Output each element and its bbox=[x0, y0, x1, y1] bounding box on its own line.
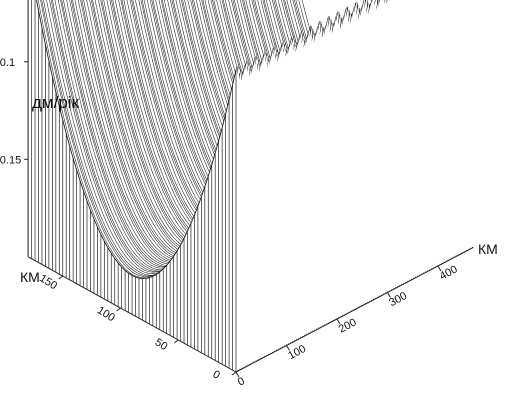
left-wall-top-edge bbox=[36, 0, 237, 279]
z-ticks: -0.05-0.1-0.15 bbox=[0, 57, 29, 166]
x-tick-mark bbox=[235, 371, 240, 378]
y-tick-mark bbox=[116, 307, 121, 312]
x-tick-mark bbox=[387, 292, 391, 298]
x-tick-label: 0 bbox=[236, 375, 247, 388]
z-tick-label: -0.15 bbox=[0, 154, 21, 166]
y-tick-label: 0 bbox=[210, 368, 222, 381]
x-tick-label: 300 bbox=[387, 290, 409, 309]
y-tick-mark bbox=[173, 339, 179, 344]
y-tick-mark bbox=[58, 275, 64, 280]
x-tick-mark bbox=[336, 318, 341, 325]
surface-mesh bbox=[29, 0, 474, 372]
x-tick-label: 400 bbox=[438, 263, 460, 282]
y-tick-label: 100 bbox=[95, 304, 117, 324]
y-tick-label: 150 bbox=[37, 272, 59, 292]
x-axis-line bbox=[235, 247, 474, 373]
z-tick-label: -0.1 bbox=[0, 57, 15, 69]
x-axis-name: КМ bbox=[478, 241, 498, 257]
x-tick-mark bbox=[437, 265, 442, 272]
x-tick-mark bbox=[286, 345, 290, 351]
y-axis-name: КМ bbox=[20, 269, 40, 285]
y-ticks: 0 50 100 150 bbox=[37, 272, 237, 382]
y-tick-label: 50 bbox=[153, 336, 170, 353]
z-axis-label: дм/рік bbox=[32, 93, 80, 112]
x-tick-label: 100 bbox=[286, 343, 308, 362]
y-tick-mark bbox=[231, 371, 237, 376]
x-tick-label: 200 bbox=[337, 316, 359, 335]
